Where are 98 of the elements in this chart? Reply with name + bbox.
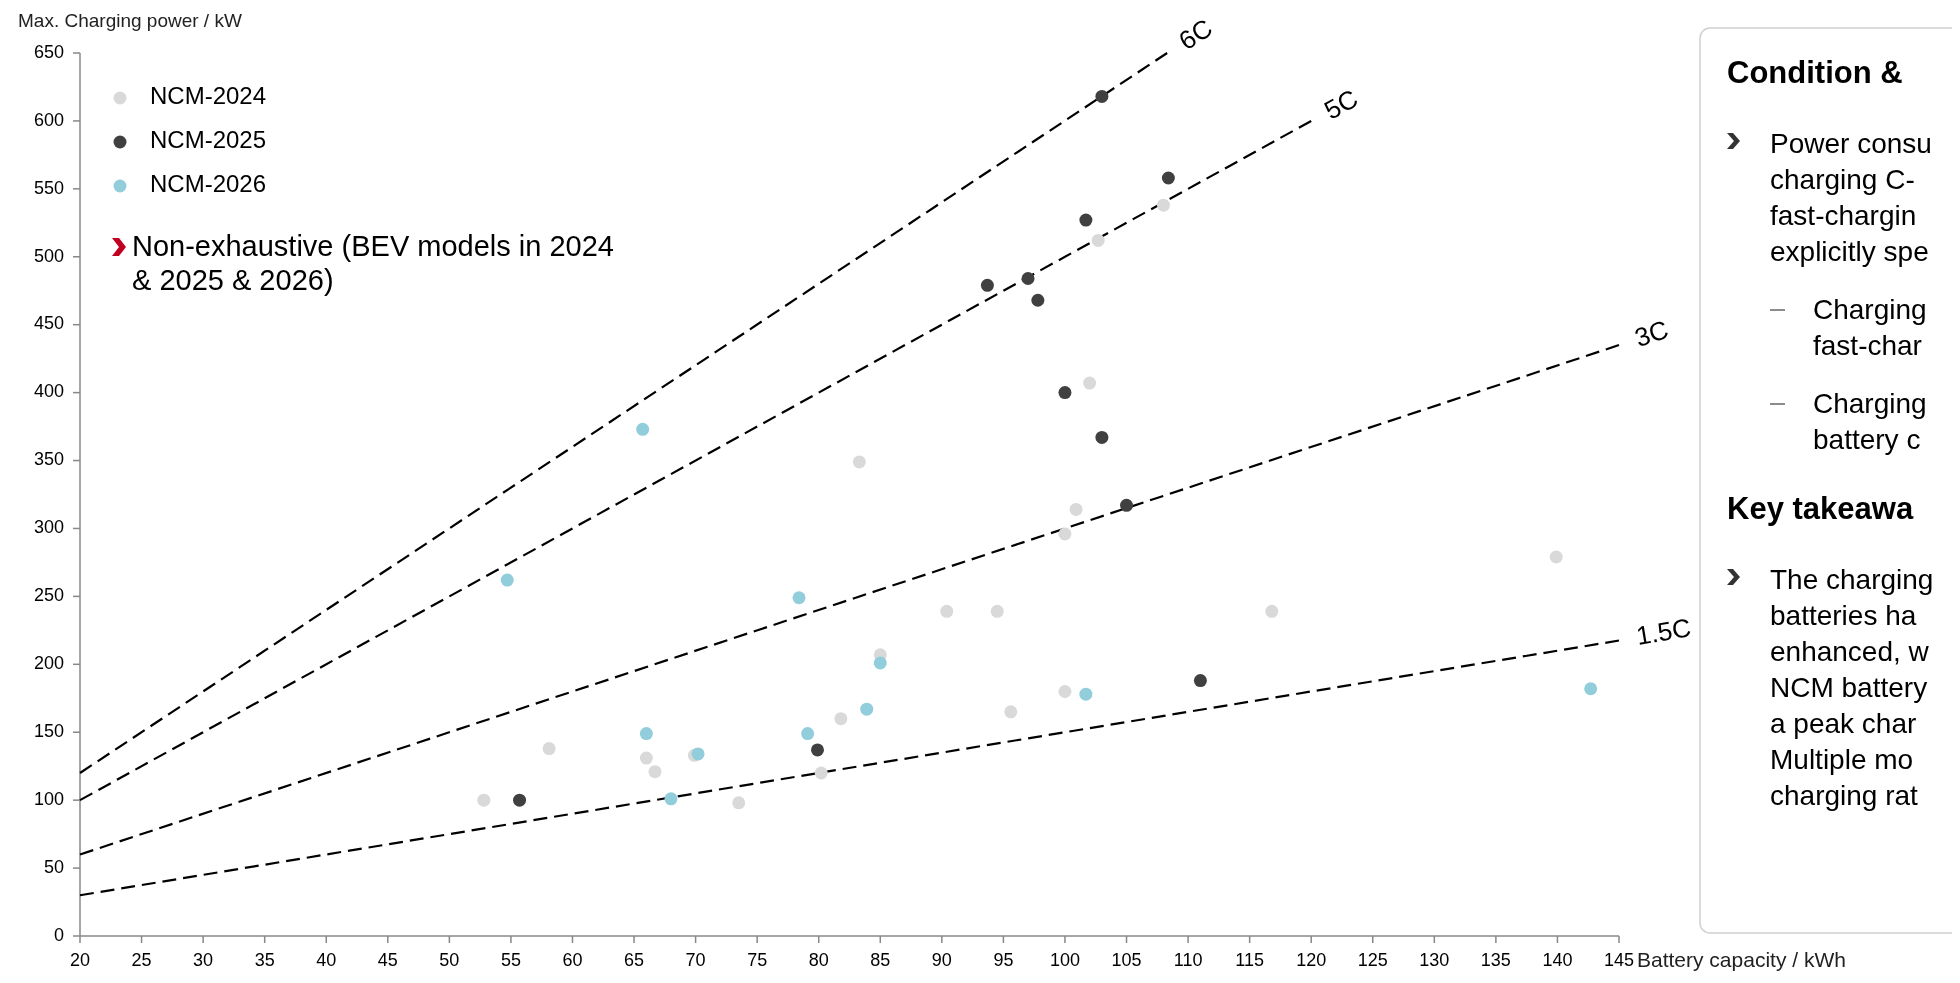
point — [648, 765, 662, 779]
point — [639, 727, 653, 741]
y-tick-label: 300 — [33, 517, 64, 538]
point — [834, 712, 848, 726]
point — [1095, 430, 1109, 444]
point — [732, 796, 746, 810]
x-tick-label: 140 — [1542, 950, 1573, 970]
text: 1.5C — [1634, 612, 1694, 651]
text: Power consu charging C- fast-chargin explicitly spe — [1770, 128, 1932, 267]
point — [1079, 213, 1093, 227]
point — [1549, 550, 1563, 564]
x-tick-label: 95 — [993, 950, 1014, 970]
x-tick-label: 100 — [1049, 950, 1080, 970]
x-tick-label: 35 — [254, 950, 275, 970]
y-tick-label: 400 — [33, 381, 64, 402]
point — [1058, 386, 1072, 400]
x-tick-label: 90 — [931, 950, 952, 970]
y-tick-label: 350 — [33, 449, 64, 470]
x-tick-label: 60 — [562, 950, 583, 970]
x-axis-title: Battery capacity / kWh — [1637, 948, 1846, 971]
x-tick-label: 75 — [747, 950, 768, 970]
point — [1265, 604, 1279, 618]
x-tick-label: 145 — [1603, 950, 1635, 970]
point — [810, 743, 824, 757]
x-tick-label: 105 — [1111, 950, 1142, 970]
x-tick-label: 65 — [624, 950, 645, 970]
y-tick-label: 450 — [33, 313, 64, 334]
text: 5C — [1319, 83, 1363, 126]
point — [873, 656, 887, 670]
text: 6C — [1173, 12, 1218, 56]
point — [542, 742, 556, 756]
point — [1031, 293, 1045, 307]
x-tick-label: 70 — [685, 950, 706, 970]
point — [636, 422, 650, 436]
x-tick-label: 55 — [500, 950, 521, 970]
y-tick-label: 100 — [33, 788, 64, 809]
y-tick-label: 200 — [33, 653, 64, 674]
text: Charging battery c — [1813, 388, 1927, 455]
text: Charging fast-char — [1813, 294, 1927, 361]
annotation: Non-exhaustive (BEV models in 2024 & 2025 & 2026) — [132, 230, 614, 296]
x-tick-label: 135 — [1480, 950, 1511, 970]
x-tick-label: 115 — [1235, 950, 1264, 970]
point — [1091, 233, 1105, 247]
point — [814, 766, 828, 780]
y-tick-label: 550 — [33, 177, 64, 198]
point — [639, 751, 653, 765]
y-tick-label: 500 — [33, 245, 64, 266]
x-tick-label: 85 — [870, 950, 891, 970]
point — [1021, 272, 1035, 286]
point — [1069, 502, 1083, 516]
y-axis-title: Max. Charging power / kW — [18, 10, 242, 31]
point — [1193, 674, 1207, 688]
x-tick-label: 120 — [1296, 950, 1327, 970]
x-tick-label: 40 — [316, 950, 337, 970]
y-tick-label: 600 — [33, 109, 64, 130]
x-tick-label: 30 — [193, 950, 214, 970]
legend-label: NCM-2026 — [150, 170, 267, 198]
y-tick-label: 150 — [33, 720, 64, 741]
point — [801, 727, 815, 741]
point — [691, 747, 705, 761]
point — [664, 792, 678, 806]
x-tick-label: 125 — [1357, 950, 1388, 970]
point — [792, 591, 806, 605]
point — [940, 604, 954, 618]
point — [1083, 376, 1097, 390]
point — [1058, 527, 1072, 541]
x-tick-label: 45 — [377, 950, 398, 970]
x-tick-label: 50 — [439, 950, 460, 970]
y-tick-label: 250 — [33, 585, 64, 606]
y-tick-label: 650 — [33, 41, 64, 62]
point — [500, 573, 514, 587]
x-tick-label: 110 — [1173, 950, 1203, 970]
legend-label: NCM-2025 — [150, 126, 267, 154]
point — [860, 702, 874, 716]
x-tick-label: 80 — [808, 950, 829, 970]
point — [513, 793, 527, 807]
point — [1161, 171, 1175, 185]
point — [1120, 498, 1134, 512]
x-tick-label: 130 — [1419, 950, 1450, 970]
point — [852, 455, 866, 469]
text: 3C — [1630, 313, 1672, 353]
text: The charging batteries ha enhanced, w NCM battery a peak char Multiple mo charging rat — [1770, 564, 1934, 811]
text: Condition & — [1727, 55, 1903, 90]
legend-label: NCM-2024 — [150, 82, 267, 110]
point — [1095, 89, 1109, 103]
text: Key takeawa — [1727, 491, 1914, 526]
point — [1156, 198, 1170, 212]
point — [1079, 687, 1093, 701]
x-tick-label: 20 — [69, 950, 91, 970]
point — [980, 278, 994, 292]
y-tick-label: 0 — [53, 924, 64, 945]
point — [1004, 705, 1018, 719]
point — [1058, 684, 1072, 698]
point — [1584, 682, 1598, 696]
point — [477, 793, 491, 807]
x-tick-label: 25 — [131, 950, 152, 970]
y-tick-label: 50 — [43, 856, 64, 877]
point — [990, 604, 1004, 618]
